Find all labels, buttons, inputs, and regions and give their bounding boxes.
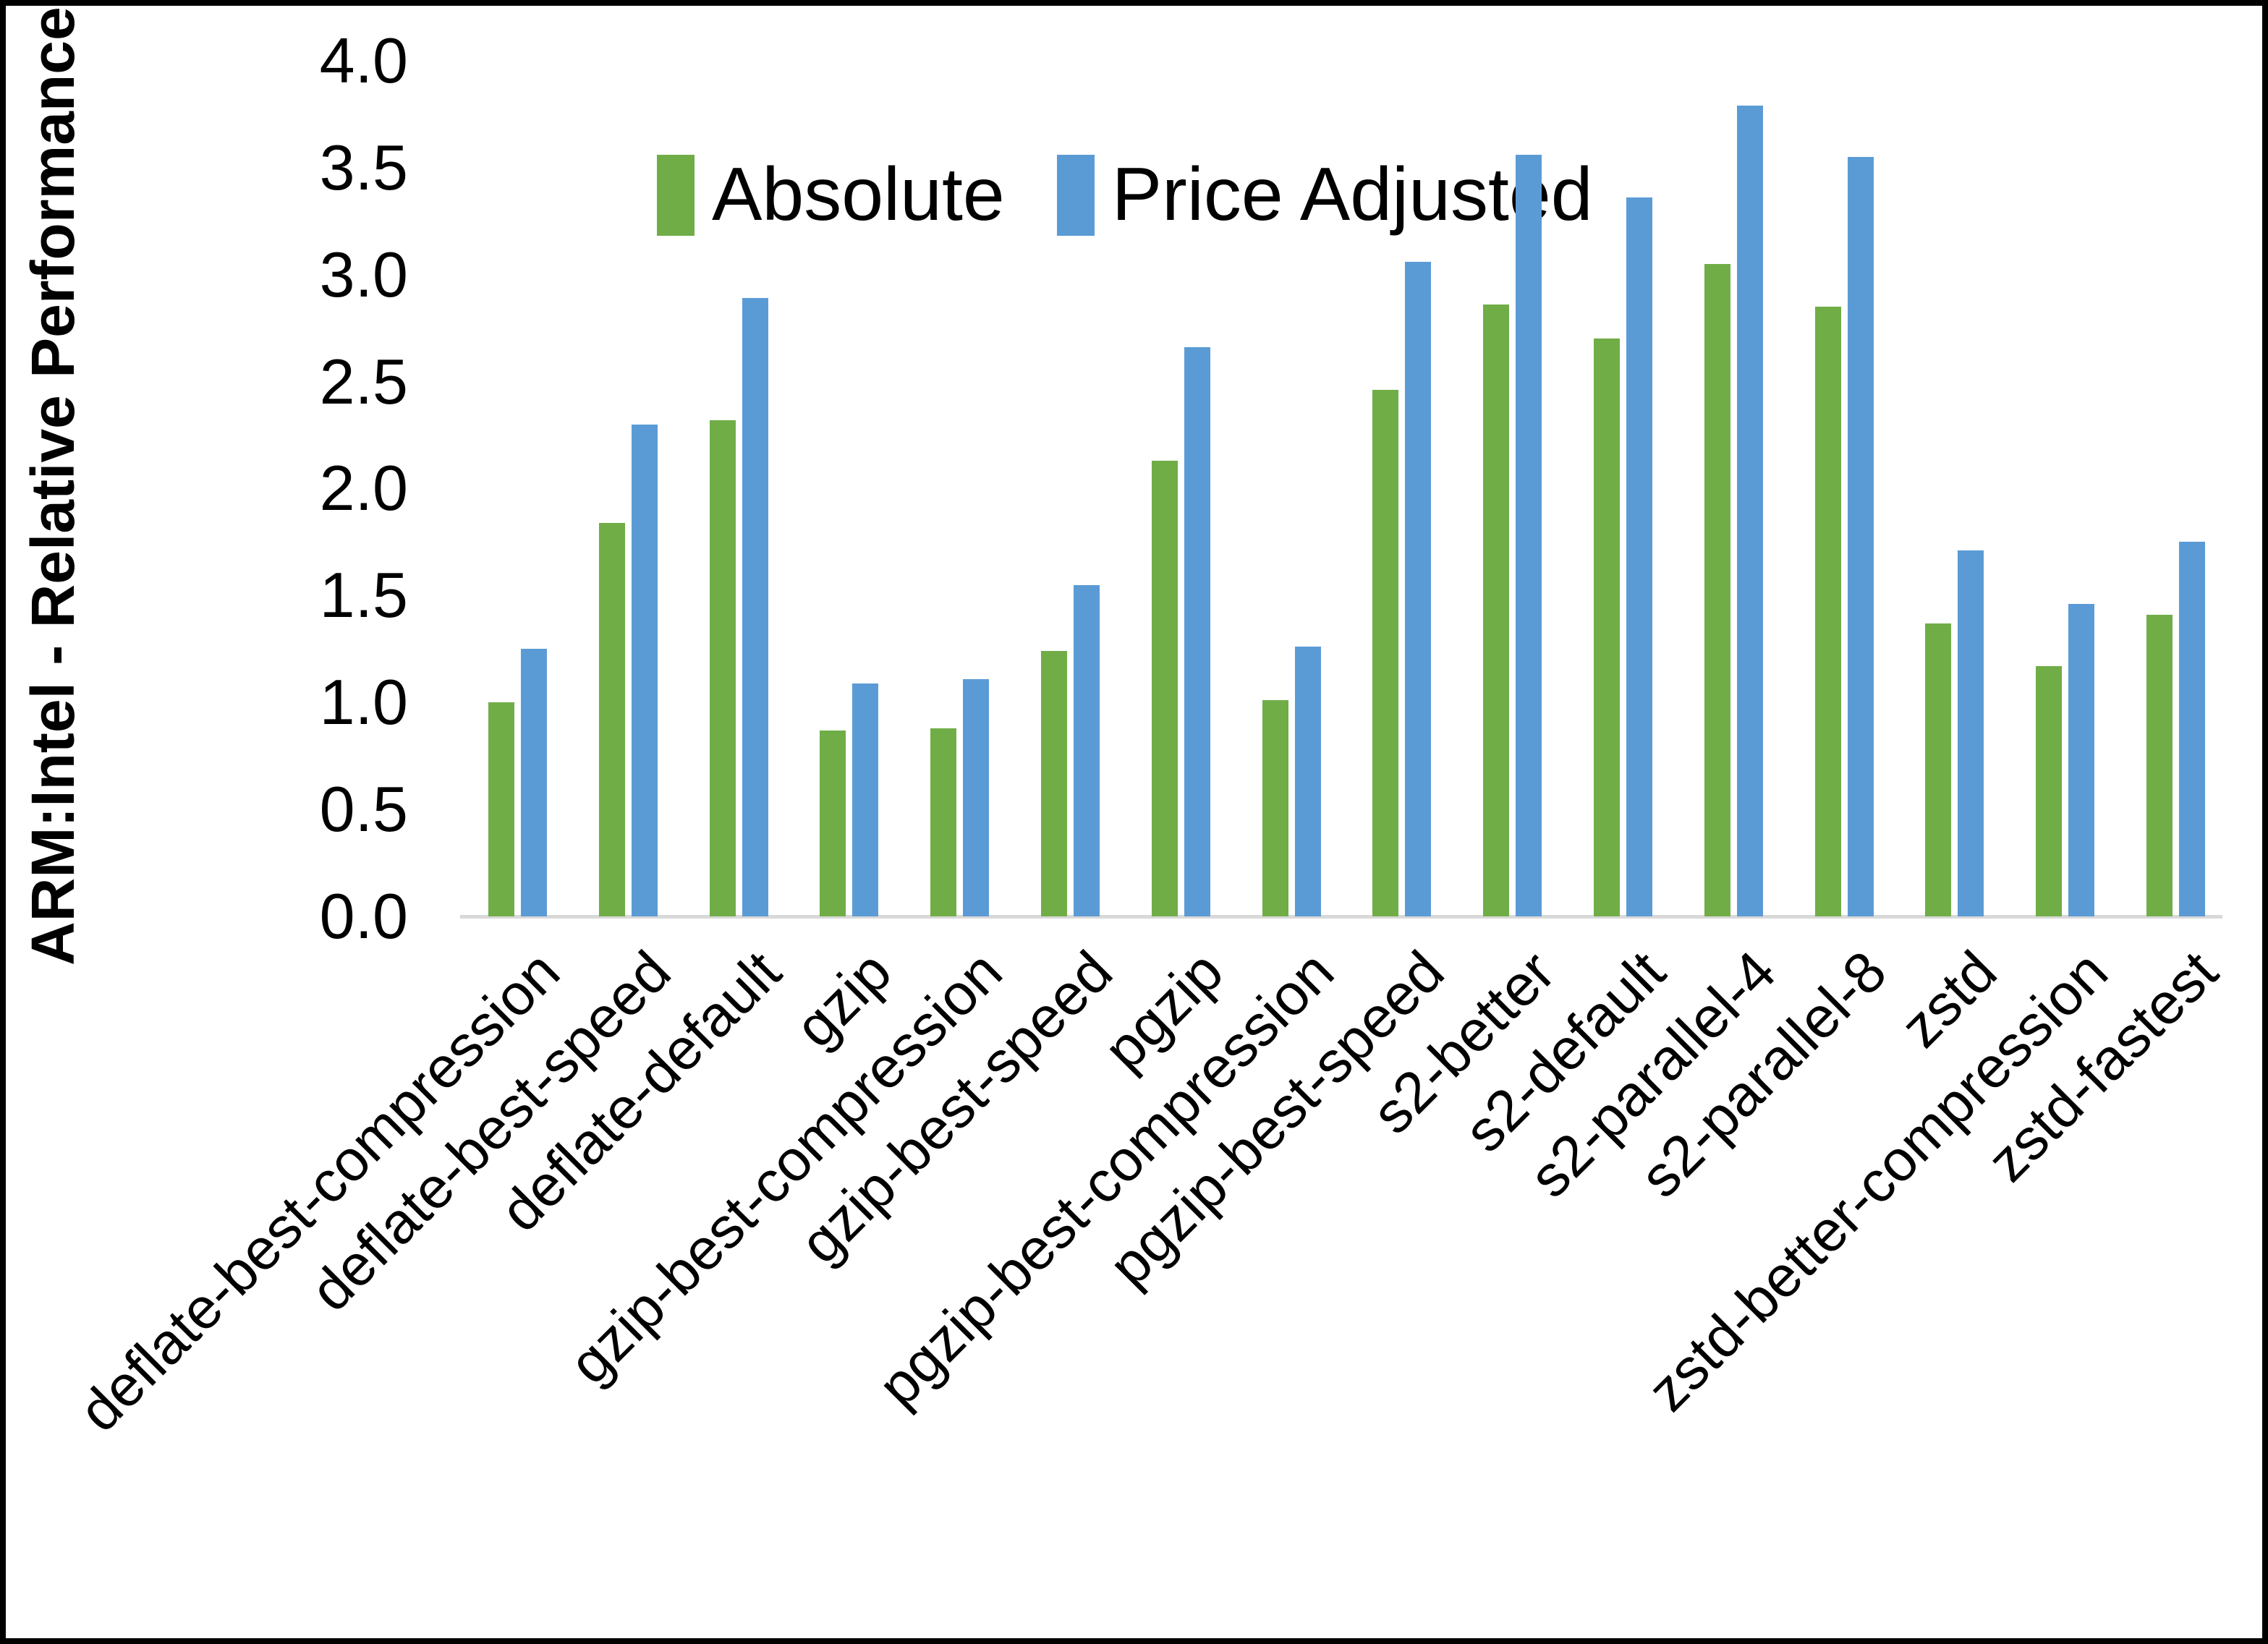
x-axis-line bbox=[460, 915, 2222, 919]
y-axis-title: ARM:Intel - Relative Performance bbox=[19, 7, 87, 966]
legend-item-absolute: Absolute bbox=[657, 152, 1005, 238]
y-tick-0.5: 0.5 bbox=[319, 773, 408, 846]
bar-absolute-deflate-default bbox=[709, 419, 736, 916]
bar-absolute-pgzip-best-speed bbox=[1372, 390, 1399, 916]
bar-price-adjusted-deflate-default bbox=[742, 298, 768, 916]
y-tick-1.5: 1.5 bbox=[319, 559, 408, 631]
y-tick-1.0: 1.0 bbox=[319, 666, 408, 738]
bar-absolute-pgzip-best-compression bbox=[1262, 700, 1288, 916]
bar-absolute-s2-parallel-4 bbox=[1704, 263, 1730, 916]
bar-absolute-s2-parallel-8 bbox=[1814, 306, 1841, 916]
bar-absolute-zstd-fastest bbox=[2146, 614, 2173, 916]
bar-price-adjusted-gzip bbox=[852, 683, 879, 916]
bar-price-adjusted-deflate-best-compression bbox=[521, 649, 547, 916]
y-tick-2.0: 2.0 bbox=[319, 452, 408, 524]
y-tick-3.0: 3.0 bbox=[319, 238, 408, 310]
bar-absolute-pgzip bbox=[1151, 460, 1178, 916]
bar-price-adjusted-gzip-best-compression bbox=[963, 678, 990, 916]
legend-label-price-adjusted: Price Adjusted bbox=[1111, 153, 1593, 237]
bar-absolute-gzip-best-speed bbox=[1041, 651, 1067, 916]
bar-absolute-zstd-better-compression bbox=[2036, 665, 2063, 916]
bar-price-adjusted-gzip-best-speed bbox=[1074, 584, 1100, 916]
bar-price-adjusted-deflate-best-speed bbox=[631, 424, 658, 916]
bar-absolute-gzip-best-compression bbox=[930, 728, 957, 916]
bar-absolute-zstd bbox=[1925, 623, 1952, 916]
bar-price-adjusted-s2-parallel-8 bbox=[1847, 156, 1874, 916]
bar-price-adjusted-zstd-better-compression bbox=[2068, 604, 2095, 916]
bar-price-adjusted-s2-parallel-4 bbox=[1736, 105, 1763, 916]
legend: Absolute Price Adjusted bbox=[657, 152, 1593, 238]
legend-label-absolute: Absolute bbox=[712, 153, 1005, 237]
legend-item-price-adjusted: Price Adjusted bbox=[1056, 152, 1593, 238]
y-tick-0.0: 0.0 bbox=[319, 880, 408, 952]
bar-absolute-deflate-best-speed bbox=[598, 522, 625, 916]
bar-price-adjusted-pgzip-best-compression bbox=[1294, 647, 1321, 916]
bar-absolute-s2-better bbox=[1483, 304, 1510, 916]
y-tick-3.5: 3.5 bbox=[319, 131, 408, 203]
bar-price-adjusted-pgzip-best-speed bbox=[1405, 261, 1432, 916]
bar-absolute-gzip bbox=[820, 730, 846, 916]
legend-swatch-price-adjusted bbox=[1056, 154, 1095, 236]
y-tick-2.5: 2.5 bbox=[319, 345, 408, 417]
legend-swatch-absolute bbox=[657, 154, 695, 236]
bar-price-adjusted-s2-better bbox=[1516, 154, 1542, 916]
y-tick-4.0: 4.0 bbox=[319, 24, 408, 96]
bar-absolute-deflate-best-compression bbox=[488, 702, 514, 916]
bar-price-adjusted-pgzip bbox=[1184, 347, 1210, 916]
bar-price-adjusted-zstd-fastest bbox=[2179, 542, 2205, 916]
bar-absolute-s2-default bbox=[1594, 338, 1620, 916]
bar-price-adjusted-s2-default bbox=[1626, 197, 1652, 916]
bar-price-adjusted-zstd bbox=[1958, 550, 1984, 916]
